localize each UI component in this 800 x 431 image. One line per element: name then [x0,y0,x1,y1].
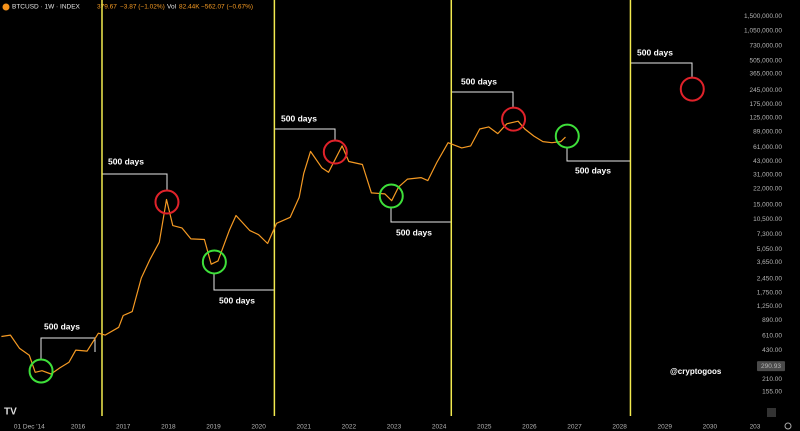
x-tick-label: 01 Dec '14 [14,424,45,431]
change: −3.87 (−1.02%) [120,4,165,11]
y-tick-label: 43,000.00 [753,158,782,165]
settings-icon[interactable] [784,422,792,430]
cycle-marker [501,106,527,132]
last-price-tag [757,361,785,372]
x-tick-label: 2018 [161,424,176,431]
x-tick-label: 2026 [522,424,537,431]
y-tick-label: 1,250.00 [757,303,783,310]
watermark: @cryptogoos [670,367,722,376]
annotation: 500 days [219,295,255,305]
bracket [40,337,96,359]
y-tick-label: 1,500,000.00 [744,13,782,20]
y-tick-label: 61,000.00 [753,144,782,151]
x-tick-label: 2022 [342,424,357,431]
y-tick-label: 365,000.00 [749,71,782,78]
x-tick-label: 2023 [387,424,402,431]
annotation: 500 days [637,47,673,57]
bracket [274,128,336,140]
x-tick-label: 2028 [612,424,627,431]
cycle-marker [378,183,404,209]
annotation: 500 days [396,227,432,237]
brackets [40,62,693,359]
y-tick-label: 245,000.00 [749,87,782,94]
x-tick-label: 2017 [116,424,131,431]
bracket [102,173,168,190]
annotation: 500 days [44,321,80,331]
cycle-marker [28,358,54,384]
x-tick-label: 2029 [658,424,673,431]
annotation: 500 days [108,156,144,166]
y-tick-label: 1,750.00 [757,289,783,296]
y-tick-label: 3,650.00 [757,259,783,266]
price: 379.67 [97,4,117,11]
x-tick-label: 2020 [251,424,266,431]
symbol-icon [2,3,10,11]
y-tick-label: 22,000.00 [753,186,782,193]
y-tick-label: 890.00 [762,317,782,324]
x-tick-label: 2024 [432,424,447,431]
y-tick-label: 5,050.00 [757,246,783,253]
bracket [213,274,274,291]
x-tick-label: 2030 [703,424,718,431]
y-tick-label: 125,000.00 [749,115,782,122]
y-tick-label: 89,000.00 [753,128,782,135]
bracket [630,62,693,77]
x-tick-label: 2021 [296,424,311,431]
x-tick-label: 2027 [567,424,582,431]
y-tick-label: 505,000.00 [749,57,782,64]
y-tick-label: 2,450.00 [757,276,783,283]
logo: TV [4,407,17,418]
bracket [390,208,451,223]
cycle-marker [679,76,705,102]
bracket [566,148,630,162]
y-tick-label: 1,050,000.00 [744,27,782,34]
cycle-marker [554,123,580,149]
annotation: 500 days [281,113,317,123]
x-tick-label: 203 [750,424,761,431]
bracket [451,91,514,107]
y-tick-label: 15,000.00 [753,201,782,208]
cycle-marker [322,139,348,165]
last-price-label: 290.93 [761,363,781,370]
x-tick-label: 2019 [206,424,221,431]
vol: 82.44K [179,4,200,11]
y-tick-label: 175,000.00 [749,101,782,108]
y-tick-label: 10,500.00 [753,216,782,223]
annotation: 500 days [461,76,497,86]
price-line [1,120,566,375]
y-tick-label: 155.00 [762,389,782,396]
y-tick-label: 730,000.00 [749,42,782,49]
symbol[interactable]: BTCUSD · 1W · INDEX [12,4,81,11]
y-tick-label: 610.00 [762,332,782,339]
x-tick-label: 2025 [477,424,492,431]
x-tick-label: 2016 [71,424,86,431]
y-tick-label: 210.00 [762,376,782,383]
y-tick-label: 31,000.00 [753,172,782,179]
y-tick-label: 7,300.00 [757,231,783,238]
vol-change: −562.07 (−0.67%) [201,4,253,11]
cycle-marker [201,249,227,275]
vol-label: Vol [167,4,177,11]
annotation: 500 days [575,165,611,175]
cycle-marker [154,189,180,215]
y-tick-label: 430.00 [762,347,782,354]
log-button[interactable] [767,408,776,417]
